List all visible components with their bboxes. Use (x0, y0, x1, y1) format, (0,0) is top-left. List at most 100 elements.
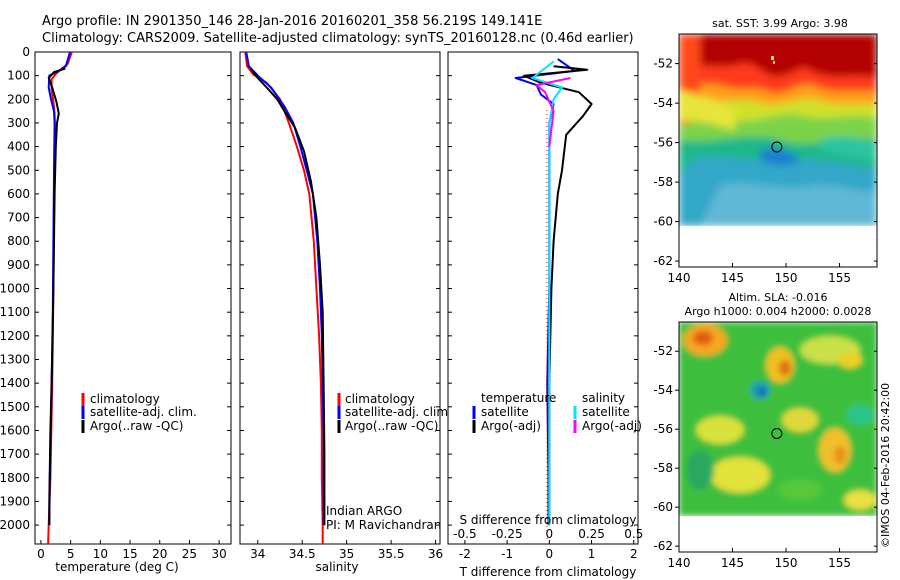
y-tick-label: -62 (653, 254, 673, 268)
y-tick-label: 0 (22, 45, 30, 59)
salinity-x-label: salinity (315, 560, 358, 574)
y-tick-label: 100 (7, 69, 30, 83)
y-tick-label: -58 (653, 175, 673, 189)
x-tick-label: 1 (588, 547, 596, 561)
y-tick-label: 600 (7, 187, 30, 201)
salinity-plot-frame (239, 51, 441, 545)
float-pi-label: PI: M Ravichandran (326, 518, 441, 532)
legend-label-satellite-adj-clim: satellite-adj. clim. (345, 405, 452, 419)
salinity-difference-label: S difference from climatology (460, 513, 637, 527)
y-tick-label: 300 (7, 116, 30, 130)
difference-y-ticks (448, 51, 638, 526)
y-tick-label: 400 (7, 140, 30, 154)
temperature-panel: 0100200300400500600700800900100011001200… (0, 45, 232, 574)
y-tick-label: -58 (653, 461, 673, 475)
legend-label-climatology: climatology (90, 392, 160, 406)
x-tick-label: 150 (775, 271, 798, 285)
top-x-tick-label: 0.5 (624, 527, 643, 541)
series-line-temperature-argo-adj (523, 65, 593, 526)
sla-map-subtitle: Argo h1000: 0.004 h2000: 0.0028 (685, 305, 872, 318)
series-line-argo-raw-qc (249, 67, 326, 526)
temperature-x-label: temperature (deg C) (55, 560, 178, 574)
sst-map-axes: -52 -54 -56 -58 -60 -62 140 145 150 155 (653, 57, 877, 285)
y-tick-label: 1000 (0, 282, 30, 296)
y-tick-label: -62 (653, 539, 673, 553)
imos-watermark: ©IMOS 04-Feb-2016 20:42:00 (879, 383, 892, 548)
x-tick-label: 25 (182, 547, 197, 561)
y-tick-label: 1400 (0, 376, 30, 390)
series-line-argo-raw-qc (47, 67, 66, 526)
sla-field (679, 322, 877, 516)
temperature-x-axis: 0 5 10 15 20 25 30 (37, 540, 227, 561)
x-tick-label: 34 (250, 547, 265, 561)
x-tick-label: 35 (339, 547, 354, 561)
figure-title-line-1: Argo profile: IN 2901350_146 28-Jan-2016… (42, 14, 542, 29)
salinity-x-axis: 34 34.5 35 35.5 36 (250, 540, 443, 561)
x-tick-label: 145 (721, 556, 744, 570)
x-tick-label: 155 (828, 271, 851, 285)
y-tick-label: 900 (7, 258, 30, 272)
y-tick-label: -60 (653, 500, 673, 514)
x-tick-label: 30 (211, 547, 226, 561)
y-tick-label: -56 (653, 422, 673, 436)
top-x-tick-label: 0.25 (578, 527, 605, 541)
series-line-salinity-argo-adj (535, 77, 571, 147)
legend-label-temperature-argo: Argo(-adj) (481, 419, 541, 433)
temperature-legend: climatology satellite-adj. clim. Argo(..… (81, 392, 197, 433)
x-tick-label: 10 (93, 547, 108, 561)
top-x-tick-label: -0.25 (492, 527, 523, 541)
x-tick-label: 15 (122, 547, 137, 561)
x-tick-label: 150 (775, 556, 798, 570)
y-tick-label: 2000 (0, 518, 30, 532)
x-tick-label: 34.5 (289, 547, 316, 561)
difference-legend: temperature satellite Argo(-adj) salinit… (472, 391, 642, 433)
salinity-legend: climatology satellite-adj. clim. Argo(..… (337, 392, 452, 433)
sst-map-panel: sat. SST: 3.99 Argo: 3.98 -52 -54 -56 (653, 17, 878, 285)
x-tick-label: 2 (630, 547, 638, 561)
sla-argo-location-marker (771, 427, 783, 439)
salinity-series (244, 52, 326, 544)
x-tick-label: 36 (428, 547, 443, 561)
legend-label-argo: Argo(..raw -QC) (90, 419, 183, 433)
y-tick-label: 1200 (0, 329, 30, 343)
salinity-y-ticks (240, 51, 440, 526)
x-tick-label: 0 (37, 547, 45, 561)
x-tick-label: 145 (721, 271, 744, 285)
y-tick-label: 1100 (0, 305, 30, 319)
legend-label-temperature-satellite: satellite (481, 405, 529, 419)
salinity-panel: 34 34.5 35 35.5 36 salinity climatology sate… (239, 51, 452, 574)
sla-map-axes: -52 -54 -56 -58 -60 -62 140 145 150 155 (653, 344, 877, 570)
y-tick-label: 1600 (0, 423, 30, 437)
y-tick-label: 500 (7, 163, 30, 177)
temperature-difference-label: T difference from climatology (459, 565, 637, 579)
x-tick-label: -2 (459, 547, 471, 561)
y-tick-label: -56 (653, 136, 673, 150)
legend-label-satellite-adj-clim: satellite-adj. clim. (90, 405, 197, 419)
sla-map-title: Altim. SLA: -0.016 (728, 291, 827, 304)
legend-heading-salinity: salinity (582, 391, 625, 405)
y-tick-label: 1500 (0, 400, 30, 414)
figure-title-line-2: Climatology: CARS2009. Satellite-adjuste… (42, 31, 634, 46)
float-program-label: Indian ARGO (326, 504, 402, 518)
x-tick-label: 35.5 (378, 547, 405, 561)
x-tick-label: 140 (668, 271, 691, 285)
x-tick-label: 0 (546, 547, 554, 561)
difference-x-axis: -2 -1 0 1 2 (459, 540, 638, 561)
sst-map-title: sat. SST: 3.99 Argo: 3.98 (712, 17, 848, 30)
legend-label-salinity-argo: Argo(-adj) (582, 419, 642, 433)
x-tick-label: 5 (67, 547, 75, 561)
y-tick-label: 1800 (0, 471, 30, 485)
y-tick-label: 1300 (0, 353, 30, 367)
y-tick-label: 1700 (0, 447, 30, 461)
sla-map-frame (678, 321, 878, 553)
top-x-tick-label: -0.5 (453, 527, 476, 541)
series-line-salinity-satellite (531, 60, 563, 526)
y-tick-label: 200 (7, 92, 30, 106)
y-tick-label: 700 (7, 211, 30, 225)
temperature-plot-frame (34, 51, 232, 545)
sst-field (679, 34, 877, 226)
sst-map-frame (678, 33, 878, 268)
x-tick-label: 155 (828, 556, 851, 570)
legend-label-salinity-satellite: satellite (582, 405, 630, 419)
